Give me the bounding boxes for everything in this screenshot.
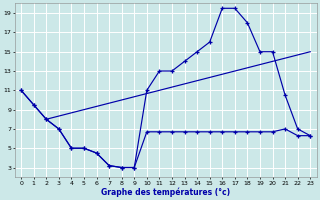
X-axis label: Graphe des températures (°c): Graphe des températures (°c)	[101, 187, 230, 197]
